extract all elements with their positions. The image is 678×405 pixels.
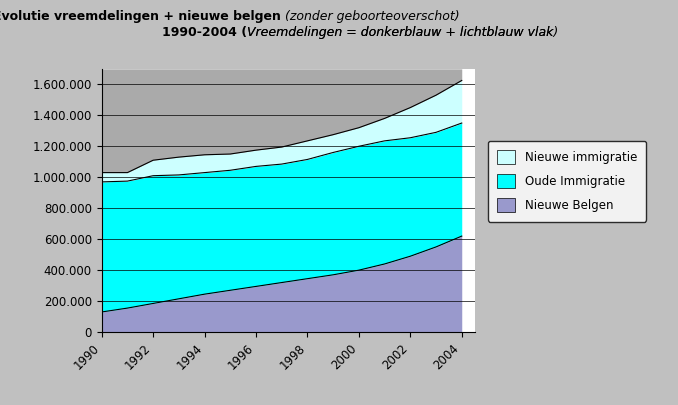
Legend: Nieuwe immigratie, Oude Immigratie, Nieuwe Belgen: Nieuwe immigratie, Oude Immigratie, Nieu… xyxy=(488,141,646,222)
Text: Vreemdelingen = donkerblauw + lichtblauw vlak): Vreemdelingen = donkerblauw + lichtblauw… xyxy=(247,26,559,39)
Text: (zonder geboorteoverschot): (zonder geboorteoverschot) xyxy=(285,10,460,23)
Text: Vreemdelingen = donkerblauw + lichtblauw vlak: Vreemdelingen = donkerblauw + lichtblauw… xyxy=(247,26,554,39)
Text: Evolutie vreemdelingen + nieuwe belgen: Evolutie vreemdelingen + nieuwe belgen xyxy=(0,10,285,23)
Text: 1990-2004 (: 1990-2004 ( xyxy=(162,26,247,39)
